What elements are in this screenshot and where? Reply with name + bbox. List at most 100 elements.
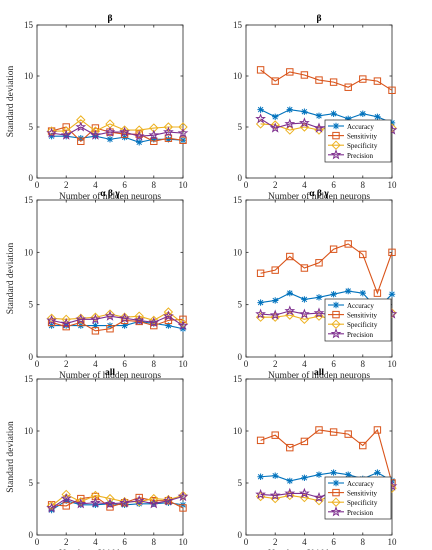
x-tick-label: 4 — [302, 180, 307, 190]
data-point — [313, 491, 325, 503]
series-line — [51, 311, 184, 324]
data-point — [119, 126, 130, 137]
x-tick-label: 10 — [388, 359, 398, 369]
data-point — [119, 497, 130, 508]
data-point — [77, 501, 84, 509]
data-point — [315, 76, 323, 84]
data-point — [313, 307, 325, 318]
legend-label: Sensitivity — [347, 490, 377, 498]
data-point — [106, 325, 114, 333]
x-axis-label: Number of hidden neurons — [59, 191, 161, 202]
data-point — [150, 320, 157, 327]
y-tick-label: 10 — [233, 247, 243, 257]
data-point — [271, 77, 279, 85]
data-point — [314, 495, 324, 506]
data-point — [62, 502, 70, 510]
y-tick-label: 5 — [238, 300, 243, 310]
x-tick-label: 2 — [64, 180, 69, 190]
x-tick-label: 4 — [93, 359, 98, 369]
data-point — [271, 266, 279, 274]
data-point — [270, 120, 280, 130]
data-point — [148, 316, 160, 328]
data-point — [179, 504, 187, 512]
x-tick-label: 8 — [361, 537, 366, 547]
data-point — [301, 108, 308, 115]
data-point — [286, 477, 293, 485]
data-point — [315, 294, 323, 301]
series-line — [260, 243, 393, 295]
legend-label: Sensitivity — [347, 312, 377, 320]
y-tick-label: 15 — [24, 195, 34, 205]
data-point — [329, 428, 338, 436]
data-point — [163, 122, 174, 132]
data-point — [177, 127, 189, 138]
data-point — [270, 493, 280, 504]
series-precision — [46, 121, 189, 141]
series-sensitivity — [256, 66, 396, 94]
y-tick-label: 0 — [29, 352, 34, 362]
x-tick-label: 4 — [302, 537, 307, 547]
y-tick-label: 5 — [29, 122, 34, 132]
data-point — [255, 488, 266, 499]
series-accuracy — [257, 106, 396, 127]
y-tick-label: 0 — [238, 352, 243, 362]
legend-label: Specificity — [347, 321, 378, 329]
data-point — [285, 125, 295, 135]
x-tick-label: 0 — [35, 537, 40, 547]
data-point — [75, 498, 87, 509]
x-tick-label: 0 — [35, 359, 40, 369]
legend-label: Accuracy — [347, 123, 374, 131]
x-tick-label: 6 — [122, 359, 127, 369]
data-point — [256, 436, 265, 445]
x-tick-label: 2 — [64, 537, 69, 547]
data-point — [300, 264, 309, 272]
x-tick-label: 10 — [179, 537, 189, 547]
data-point — [121, 322, 128, 329]
chart-panel: 0246810051015allNumber of hidden neurons… — [6, 368, 189, 550]
data-point — [91, 327, 100, 335]
data-point — [163, 310, 174, 321]
x-tick-label: 6 — [331, 359, 336, 369]
legend-marker — [330, 328, 342, 339]
data-point — [119, 312, 130, 322]
data-point — [133, 495, 145, 506]
x-tick-label: 10 — [179, 180, 189, 190]
y-tick-label: 0 — [29, 173, 34, 183]
data-point — [345, 287, 352, 295]
chart-title: all — [314, 368, 324, 378]
data-point — [286, 106, 293, 113]
x-axis-label: Number of hidden neurons — [268, 370, 370, 381]
data-point — [373, 77, 382, 85]
x-tick-label: 4 — [93, 180, 98, 190]
data-point — [256, 66, 265, 74]
data-point — [256, 269, 265, 277]
data-point — [136, 500, 143, 507]
x-tick-label: 2 — [64, 359, 69, 369]
data-point — [120, 130, 129, 138]
x-tick-label: 8 — [361, 359, 366, 369]
data-point — [46, 502, 57, 513]
chart-title: all — [105, 368, 115, 378]
data-point — [46, 314, 57, 325]
data-point — [177, 490, 189, 502]
y-tick-label: 0 — [29, 530, 34, 540]
y-tick-label: 5 — [29, 300, 34, 310]
data-point — [90, 497, 101, 508]
chart-panel: 0 2 4 6 8 10 0 5 10 15 β Number of hidden neurons St… — [6, 14, 189, 202]
data-point — [269, 489, 281, 501]
data-point — [104, 310, 116, 321]
data-point — [133, 130, 145, 141]
data-point — [179, 325, 187, 332]
legend-label: Precision — [347, 331, 374, 339]
data-point — [272, 472, 279, 479]
data-point — [330, 291, 337, 298]
data-point — [315, 426, 323, 434]
data-point — [75, 313, 87, 324]
legend-marker — [330, 149, 342, 160]
data-point — [255, 308, 266, 319]
plot-area — [36, 24, 184, 179]
data-point — [163, 126, 174, 137]
data-point — [148, 498, 160, 509]
data-point — [388, 248, 396, 257]
